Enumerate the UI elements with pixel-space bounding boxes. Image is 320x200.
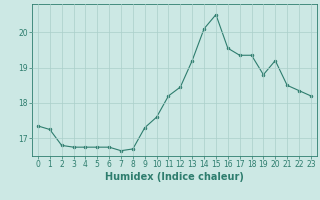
- X-axis label: Humidex (Indice chaleur): Humidex (Indice chaleur): [105, 172, 244, 182]
